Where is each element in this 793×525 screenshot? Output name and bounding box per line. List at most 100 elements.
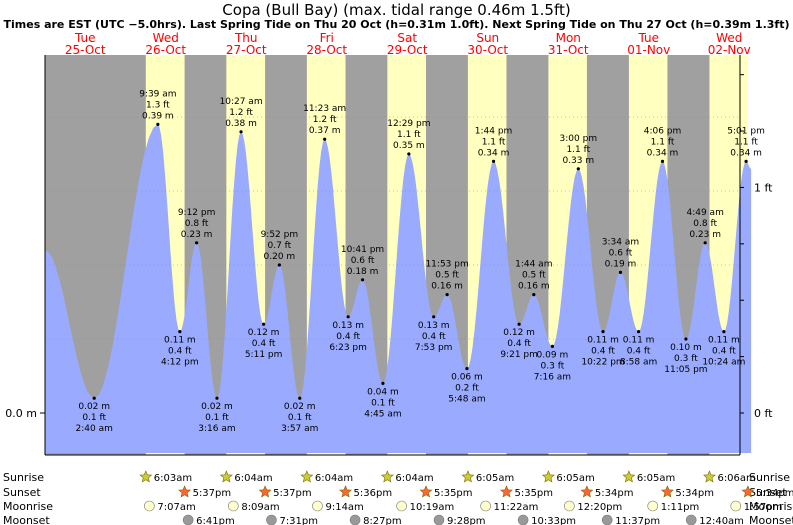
moonrise-icon: [144, 500, 155, 512]
moonset-icon: [685, 514, 697, 525]
moonset-icon: [349, 514, 361, 525]
tide-point: [660, 159, 665, 163]
tide-metres: 0.12 m: [248, 328, 280, 338]
tide-time: 5:48 am: [448, 395, 485, 405]
sunrise-icon: [380, 470, 394, 483]
sunset-icon: [660, 485, 674, 498]
date-label: 27-Oct: [226, 43, 267, 57]
sunset-time: 5:35pm: [514, 488, 553, 499]
tide-feet: 0.3 ft: [541, 361, 565, 371]
tide-metres: 0.38 m: [225, 119, 257, 129]
tide-point: [517, 322, 521, 326]
sunrise-time: 6:06am: [717, 473, 755, 484]
tide-metres: 0.19 m: [605, 259, 637, 269]
tide-feet: 0.4 ft: [168, 347, 192, 357]
left-axis-label: 0.0 m: [5, 407, 37, 420]
tide-point: [465, 367, 469, 371]
sunset-icon: [580, 485, 594, 498]
moonset-time: 10:33pm: [531, 516, 576, 525]
plot-frame: [40, 55, 744, 456]
tide-point: [323, 137, 327, 141]
tide-metres: 0.06 m: [451, 373, 483, 383]
sunrise-row-label-right: Sunrise: [749, 471, 790, 484]
date-label: 01-Nov: [627, 43, 670, 57]
moonrise-icon: [396, 500, 407, 512]
tide-metres: 0.34 m: [647, 148, 679, 158]
moonrise-time: 11:22am: [494, 502, 539, 513]
tide-point: [618, 270, 623, 274]
moonset-time: 8:27pm: [363, 516, 402, 525]
tide-feet: 0.7 ft: [267, 241, 291, 251]
tide-point: [550, 344, 554, 348]
moonset-icon: [601, 514, 613, 525]
tide-metres: 0.11 m: [587, 336, 619, 346]
tide-metres: 0.12 m: [503, 328, 535, 338]
tide-point: [156, 122, 160, 126]
tide-time: 4:06 pm: [644, 126, 682, 136]
tide-metres: 0.09 m: [537, 350, 569, 360]
moonset-time: 6:41pm: [196, 516, 235, 525]
sunset-time: 5:36pm: [354, 488, 393, 499]
tide-time: 8:58 am: [620, 358, 657, 368]
sunrise-icon: [219, 470, 233, 483]
tide-feet: 0.5 ft: [522, 271, 546, 281]
tide-metres: 0.34 m: [478, 148, 510, 158]
sunrise-icon: [541, 470, 555, 483]
tide-metres: 0.23 m: [181, 230, 213, 240]
date-label: 28-Oct: [306, 43, 347, 57]
tide-feet: 1.2 ft: [229, 108, 253, 118]
tide-time: 3:16 am: [198, 424, 235, 434]
date-label: 26-Oct: [145, 43, 186, 57]
sunrise-icon: [703, 470, 716, 483]
tide-time: 11:05 pm: [664, 365, 707, 375]
sunset-icon: [178, 485, 192, 498]
tide-point: [178, 330, 182, 334]
sunrise-time: 6:04am: [234, 473, 272, 484]
tide-point: [407, 152, 411, 156]
tide-feet: 0.4 ft: [627, 347, 651, 357]
tide-feet: 0.6 ft: [351, 256, 375, 266]
moonrise-row-label-right: Moonrise: [749, 500, 793, 513]
tide-feet: 0.4 ft: [591, 347, 615, 357]
tide-feet: 1.2 ft: [313, 115, 337, 125]
tide-metres: 0.02 m: [201, 402, 233, 412]
tide-metres: 0.13 m: [418, 321, 450, 331]
tide-point: [744, 159, 748, 163]
tide-time: 9:39 am: [139, 89, 176, 99]
tide-time: 1:44 am: [515, 260, 552, 270]
date-label: 25-Oct: [65, 43, 106, 57]
tide-time: 6:23 pm: [329, 343, 367, 353]
tide-feet: 0.2 ft: [455, 384, 479, 394]
tide-point: [298, 396, 302, 400]
sunset-time: 5:37pm: [273, 488, 312, 499]
tide-time: 10:22 pm: [581, 358, 624, 368]
sunset-time: 5:34pm: [756, 488, 793, 499]
right-axis-label-0ft: 0 ft: [754, 407, 773, 420]
tide-metres: 0.04 m: [367, 387, 399, 397]
sunset-time: 5:37pm: [193, 488, 232, 499]
tide-point: [239, 130, 243, 134]
tide-metres: 0.10 m: [670, 343, 702, 353]
tide-time: 5:01 pm: [727, 126, 765, 136]
day-of-week-label: Tue: [74, 31, 96, 45]
tide-time: 10:27 am: [220, 97, 263, 107]
tide-point: [601, 330, 605, 334]
day-of-week-label: Sun: [476, 31, 499, 45]
tide-feet: 0.4 ft: [507, 339, 531, 349]
tide-feet: 1.1 ft: [397, 130, 421, 140]
day-of-week-label: Fri: [320, 31, 334, 45]
moonset-time: 7:31pm: [279, 516, 318, 525]
tide-point: [491, 159, 496, 163]
moonrise-time: 12:20pm: [577, 502, 622, 513]
sunrise-time: 6:04am: [315, 473, 353, 484]
sunrise-time: 6:03am: [154, 473, 192, 484]
tide-feet: 0.1 ft: [82, 413, 106, 423]
tide-metres: 0.34 m: [730, 148, 762, 158]
tide-point: [262, 322, 266, 326]
tide-time: 4:12 pm: [161, 358, 199, 368]
moonset-time: 12:40am: [699, 516, 744, 525]
tide-metres: 0.02 m: [284, 402, 316, 412]
tide-feet: 1.1 ft: [566, 145, 590, 155]
tide-feet: 1.1 ft: [482, 137, 506, 147]
